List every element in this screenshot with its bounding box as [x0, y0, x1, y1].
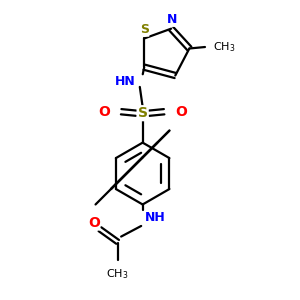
Text: O: O [175, 105, 187, 119]
Text: N: N [167, 13, 177, 26]
Text: S: S [140, 23, 149, 36]
Text: S: S [138, 106, 148, 120]
Text: O: O [98, 105, 110, 119]
Text: NH: NH [145, 211, 166, 224]
Text: CH$_3$: CH$_3$ [106, 268, 129, 281]
Text: CH$_3$: CH$_3$ [213, 40, 236, 54]
Text: HN: HN [115, 74, 135, 88]
Text: O: O [88, 216, 100, 230]
